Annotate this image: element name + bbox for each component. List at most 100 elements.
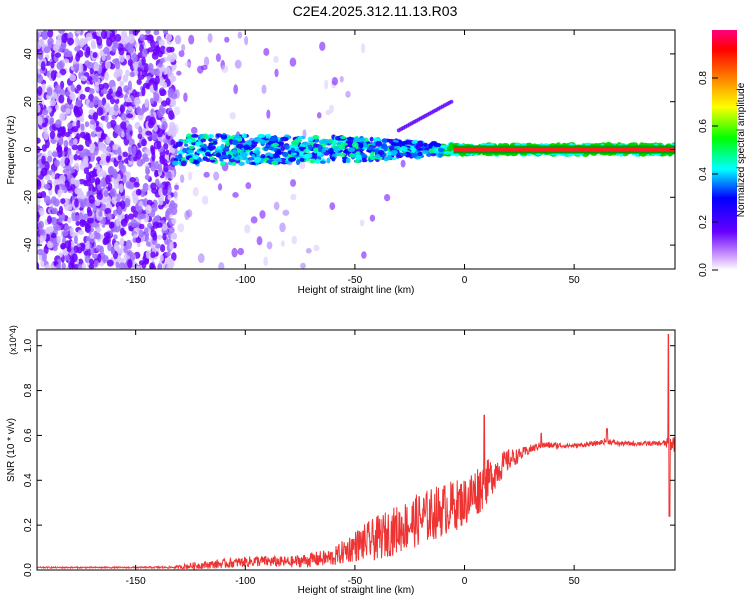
spectrogram-noise-speck [37,137,41,144]
spectrogram-noise-speck [274,68,279,78]
spectrogram-noise-speck [135,188,142,196]
spectrogram-noise-speck [43,46,51,54]
spectrogram-band-speck [323,139,331,144]
spectrogram-noise-speck [37,213,40,223]
spectrogram-band-speck [375,154,381,159]
spectrogram-noise-speck [72,121,78,128]
spectrogram-noise-speck [47,155,53,163]
spectrogram-noise-speck [87,76,93,82]
spectrogram-noise-speck [69,257,75,267]
spectrogram-noise-speck [138,126,143,135]
spectrogram-noise-speck [163,143,169,150]
spectrogram-noise-speck [158,62,163,68]
spectrogram-noise-speck [79,37,85,48]
spectrogram-noise-speck [316,112,322,119]
spectrogram-noise-speck [153,93,160,102]
spectrogram-noise-speck [39,228,46,236]
spectrogram-noise-speck [213,171,220,181]
spectrogram-band-speck [251,154,256,158]
spectrogram-noise-speck [37,74,44,84]
spectrogram-band-speck [207,134,215,139]
spectrogram-noise-speck [75,52,81,62]
spectrogram-noise-speck [96,192,103,201]
spectrogram-band-speck [208,138,213,142]
spectrogram-noise-speck [203,171,210,178]
spectrogram-band-speck [299,157,305,162]
spectrogram-noise-speck [89,143,96,150]
spectrogram-noise-speck [68,154,74,162]
spectrogram-noise-speck [290,193,297,201]
spectrogram-noise-speck [319,41,326,51]
spectrogram-band-speck [303,141,310,146]
spectrogram-band-speck [231,139,239,146]
spectrogram-band-speck [208,156,215,161]
spectrogram-band-speck [391,151,397,156]
spectrogram-noise-speck [77,263,83,269]
spectrogram-noise-speck [87,217,94,224]
spectrogram-noise-speck [103,232,111,238]
spectrogram-noise-speck [40,190,47,198]
spectrogram-noise-speck [58,205,64,215]
spectrogram-noise-speck [100,132,106,140]
spectrogram-noise-speck [339,75,344,83]
snr-y-axis: 0.0 0.2 0.4 0.6 0.8 1.0 [23,338,675,577]
spectrogram-noise-speck [129,71,135,78]
spectrogram-noise-speck [37,237,41,247]
spectrogram-noise-speck [359,219,365,227]
spectrogram-band-speck [260,139,267,144]
spectrogram-noise-speck [299,161,306,170]
spectrogram-band-speck [375,140,383,147]
spectrogram-noise-speck [40,61,46,71]
spectrogram-noise-speck [143,232,150,243]
spectrogram-band-speck [241,156,249,161]
spectrogram-noise-speck [104,60,111,70]
spectrogram-band-speck [373,137,382,142]
spectrogram-noise-speck [76,84,82,91]
spectrogram-noise-speck [56,235,62,244]
spectrogram-band-speck [307,144,313,151]
spectrogram-band-speck [182,147,188,153]
spectrogram-band-speck [221,151,227,156]
spectrogram-noise-speck [88,263,95,269]
spectrogram-noise-speck [70,177,75,185]
spectrogram-noise-speck [37,31,40,41]
spectrogram-noise-speck [104,207,112,215]
spectrogram-noise-speck [45,226,51,234]
spectrogram-noise-speck [331,76,339,86]
spectrogram-noise-speck [84,250,89,256]
spectrogram-noise-speck [73,63,79,74]
spectrogram-noise-speck [111,91,117,98]
spectrogram-noise-speck [143,156,150,162]
spectrogram-noise-speck [125,54,131,61]
spectrogram-noise-speck [145,166,150,175]
spectrogram-band-speck [342,159,347,164]
page-title: C2E4.2025.312.11.13.R03 [292,3,458,19]
spectrogram-band-speck [221,161,226,165]
spectrogram-noise-speck [94,199,101,207]
snr-xtick-label: 0 [462,576,468,587]
spectrogram-noise-speck [173,106,181,116]
spectrogram-band-speck [313,147,318,153]
spectrogram-noise-speck [75,30,82,34]
spectrogram-noise-speck [143,227,149,234]
spectrogram-band-speck [225,141,230,147]
spectrogram-noise-speck [58,252,63,258]
colorbar-tick-label: 0.8 [698,71,709,85]
spectrogram-noise-speck [128,213,134,220]
spectrogram-noise-speck [149,97,155,104]
spectrogram-noise-speck [181,43,186,52]
spectrogram-noise-speck [151,188,159,194]
spectrogram-noise-speck [197,253,205,264]
spectrogram-noise-speck [112,143,119,151]
spectrogram-noise-speck [369,214,376,222]
spectrogram-noise-speck [150,145,155,153]
spectrogram-noise-speck [80,123,85,132]
spectrogram-band-speck [278,141,284,147]
spectrogram-band-speck [353,137,362,144]
spectrogram-noise-speck [55,39,61,49]
spectrogram-band-speck [254,156,262,163]
spectrogram-band-speck [383,156,389,162]
spectrogram-noise-speck [47,41,53,49]
spectrogram-noise-speck [159,254,164,262]
